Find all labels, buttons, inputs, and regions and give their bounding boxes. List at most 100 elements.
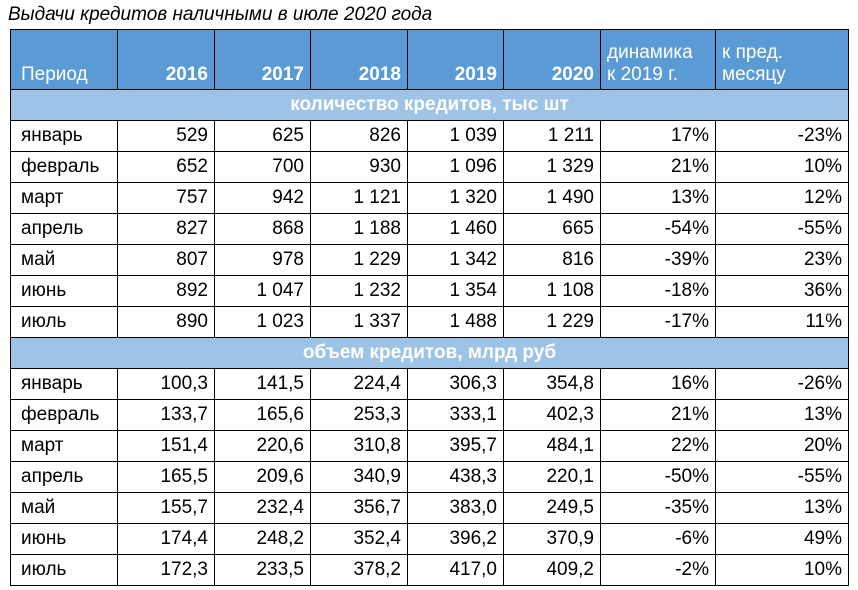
cell-year-2019: 395,7 [407,430,504,462]
table-row: май 807 978 1 229 1 342 816 -39% 23% [10,244,849,276]
cell-prev-month: 11% [715,306,849,338]
cell-year-2016: 757 [117,182,215,214]
row-label: апрель [10,213,118,245]
cell-prev-month: -55% [715,461,849,493]
cell-year-2019: 1 488 [407,306,504,338]
row-label: март [10,182,118,214]
cell-year-2019: 383,0 [407,492,504,524]
table-row: май 155,7 232,4 356,7 383,0 249,5 -35% 13% [10,492,849,524]
cell-year-2018: 378,2 [310,554,408,586]
cell-prev-month: -55% [715,213,849,245]
header-year-2017: 2017 [214,29,311,90]
table-row: март 151,4 220,6 310,8 395,7 484,1 22% 20% [10,430,849,462]
cell-prev-month: 12% [715,182,849,214]
row-label: февраль [10,399,118,431]
cell-year-2016: 133,7 [117,399,215,431]
table-row: июль 172,3 233,5 378,2 417,0 409,2 -2% 10% [10,554,849,586]
cell-year-2020: 409,2 [503,554,601,586]
cell-prev-month: 13% [715,399,849,431]
cell-year-2017: 232,4 [214,492,311,524]
cell-year-2020: 402,3 [503,399,601,431]
header-dynamics-line2: к 2019 г. [607,64,679,85]
cell-year-2017: 868 [214,213,311,245]
row-label: июнь [10,523,118,555]
table-row: январь 529 625 826 1 039 1 211 17% -23% [10,120,849,152]
cell-year-2020: 249,5 [503,492,601,524]
row-label: июль [10,554,118,586]
header-prev-month-line2: месяцу [722,64,786,85]
cell-year-2019: 417,0 [407,554,504,586]
cell-prev-month: 20% [715,430,849,462]
header-dynamics-line1: динамика [607,42,693,63]
cell-dynamics: -18% [600,275,716,307]
cell-year-2020: 1 108 [503,275,601,307]
cell-year-2019: 1 354 [407,275,504,307]
cell-dynamics: 16% [600,368,716,400]
cell-dynamics: -6% [600,523,716,555]
cell-year-2016: 155,7 [117,492,215,524]
cell-year-2019: 333,1 [407,399,504,431]
row-label: январь [10,368,118,400]
cell-year-2018: 356,7 [310,492,408,524]
cell-year-2016: 529 [117,120,215,152]
cell-year-2020: 1 329 [503,151,601,183]
header-year-2019: 2019 [407,29,504,90]
cell-year-2019: 1 039 [407,120,504,152]
cell-year-2017: 248,2 [214,523,311,555]
cell-year-2019: 438,3 [407,461,504,493]
cell-year-2016: 172,3 [117,554,215,586]
cell-dynamics: -17% [600,306,716,338]
row-label: январь [10,120,118,152]
table-row: март 757 942 1 121 1 320 1 490 13% 12% [10,182,849,214]
cell-year-2018: 1 121 [310,182,408,214]
cell-dynamics: 13% [600,182,716,214]
cell-year-2020: 220,1 [503,461,601,493]
header-year-2020: 2020 [503,29,601,90]
cell-year-2018: 224,4 [310,368,408,400]
table-row: июнь 892 1 047 1 232 1 354 1 108 -18% 36% [10,275,849,307]
header-dynamics: динамика к 2019 г. [600,29,716,90]
row-label: июль [10,306,118,338]
table-row: июль 890 1 023 1 337 1 488 1 229 -17% 11% [10,306,849,338]
cell-year-2020: 484,1 [503,430,601,462]
table-body: количество кредитов, тыс шт январь 529 625 8… [10,89,849,586]
cell-year-2018: 930 [310,151,408,183]
row-label: май [10,244,118,276]
cell-year-2018: 1 337 [310,306,408,338]
cell-year-2019: 1 096 [407,151,504,183]
table-row: июнь 174,4 248,2 352,4 396,2 370,9 -6% 49% [10,523,849,555]
cell-year-2018: 1 232 [310,275,408,307]
header-year-2018: 2018 [310,29,408,90]
cell-year-2016: 890 [117,306,215,338]
row-label: март [10,430,118,462]
cell-year-2016: 652 [117,151,215,183]
header-prev-month-line1: к пред. [722,42,783,63]
section-header-row: объем кредитов, млрд руб [10,337,849,369]
cell-dynamics: -50% [600,461,716,493]
cell-year-2017: 209,6 [214,461,311,493]
header-row: Период 2016 2017 2018 2019 2020 динамика… [10,29,849,90]
cell-year-2016: 174,4 [117,523,215,555]
cell-prev-month: 10% [715,151,849,183]
cell-year-2020: 1 211 [503,120,601,152]
cell-year-2017: 141,5 [214,368,311,400]
cell-dynamics: -54% [600,213,716,245]
header-period: Период [10,29,118,90]
cell-year-2019: 1 342 [407,244,504,276]
cell-dynamics: -35% [600,492,716,524]
cell-prev-month: 49% [715,523,849,555]
cell-year-2020: 354,8 [503,368,601,400]
cell-dynamics: 21% [600,399,716,431]
cell-year-2020: 665 [503,213,601,245]
cell-prev-month: 13% [715,492,849,524]
cell-year-2016: 827 [117,213,215,245]
cell-year-2017: 233,5 [214,554,311,586]
section-title: объем кредитов, млрд руб [10,337,849,369]
header-year-2016: 2016 [117,29,215,90]
cell-year-2020: 1 229 [503,306,601,338]
cell-year-2018: 310,8 [310,430,408,462]
cell-prev-month: 36% [715,275,849,307]
section-header-row: количество кредитов, тыс шт [10,89,849,121]
row-label: июнь [10,275,118,307]
cell-prev-month: -26% [715,368,849,400]
